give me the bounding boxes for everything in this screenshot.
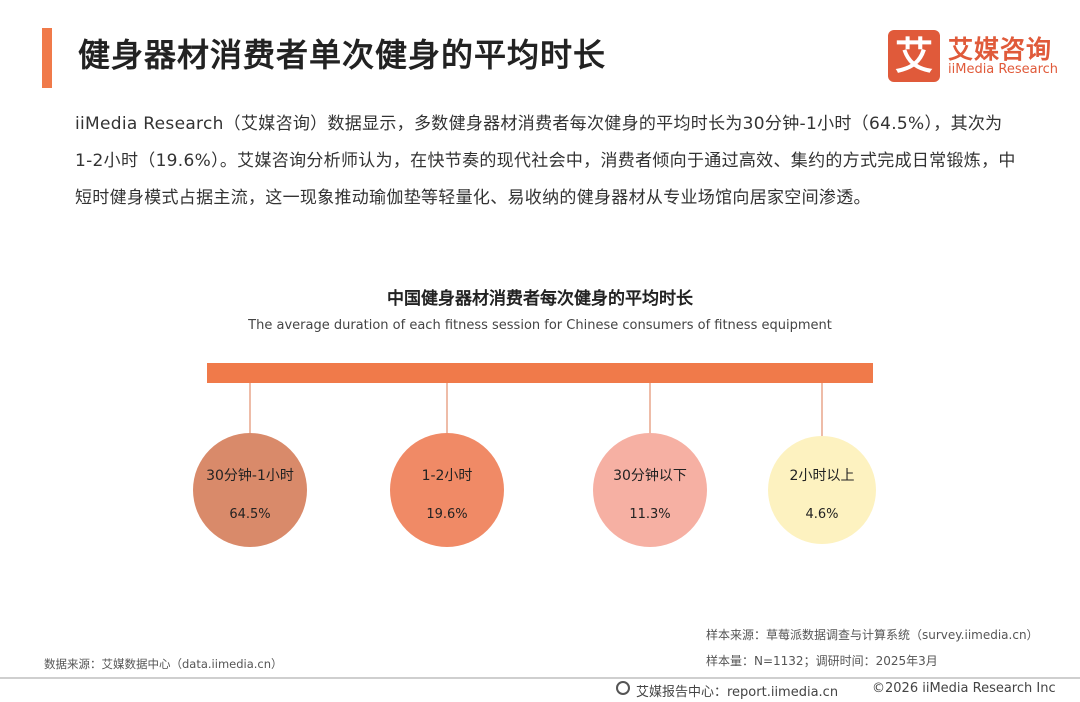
sample-source: 样本来源：草莓派数据调查与计算系统（survey.iimedia.cn） bbox=[706, 628, 1039, 642]
bubble-category-label: 2小时以上 bbox=[790, 468, 855, 484]
bubble-value-label: 64.5% bbox=[229, 507, 270, 522]
intro-paragraph: iiMedia Research（艾媒咨询）数据显示，多数健身器材消费者每次健身… bbox=[75, 114, 1016, 208]
chart-title: 中国健身器材消费者每次健身的平均时长 bbox=[387, 289, 693, 309]
bubble-value-label: 19.6% bbox=[426, 507, 467, 522]
bubble-2 bbox=[390, 433, 504, 547]
report-center-icon bbox=[616, 681, 630, 695]
data-source: 数据来源：艾媒数据中心（data.iimedia.cn） bbox=[44, 657, 283, 671]
bubble-category-label: 30分钟以下 bbox=[613, 467, 687, 484]
title-accent-bar bbox=[42, 28, 52, 88]
footer-copyright: ©2026 iiMedia Research Inc bbox=[872, 681, 1056, 696]
bubble-category-label: 1-2小时 bbox=[422, 468, 473, 484]
chart-top-bar bbox=[207, 363, 873, 383]
bubble-category-label: 30分钟-1小时 bbox=[206, 467, 294, 484]
bubble-value-label: 11.3% bbox=[629, 507, 670, 522]
page-title: 健身器材消费者单次健身的平均时长 bbox=[78, 36, 607, 74]
footer-divider bbox=[0, 677, 1080, 679]
brand-name-cn: 艾媒咨询 bbox=[948, 35, 1053, 64]
iimedia-logo-icon: 艾 bbox=[888, 30, 940, 82]
chart-subtitle: The average duration of each fitness ses… bbox=[248, 318, 832, 333]
bubble-chart: 30分钟-1小时 64.5% 1-2小时 19.6% 30分钟以下 11.3% 2小时以上 4… bbox=[193, 363, 876, 547]
bubble-4 bbox=[768, 436, 876, 544]
bubble-value-label: 4.6% bbox=[805, 507, 838, 522]
sample-size: 样本量：N=1132；调研时间：2025年3月 bbox=[706, 654, 938, 668]
bubble-1 bbox=[193, 433, 307, 547]
brand-name-en: iiMedia Research bbox=[948, 62, 1059, 77]
footer-report-center: 艾媒报告中心：report.iimedia.cn bbox=[636, 685, 839, 700]
bubble-3 bbox=[593, 433, 707, 547]
